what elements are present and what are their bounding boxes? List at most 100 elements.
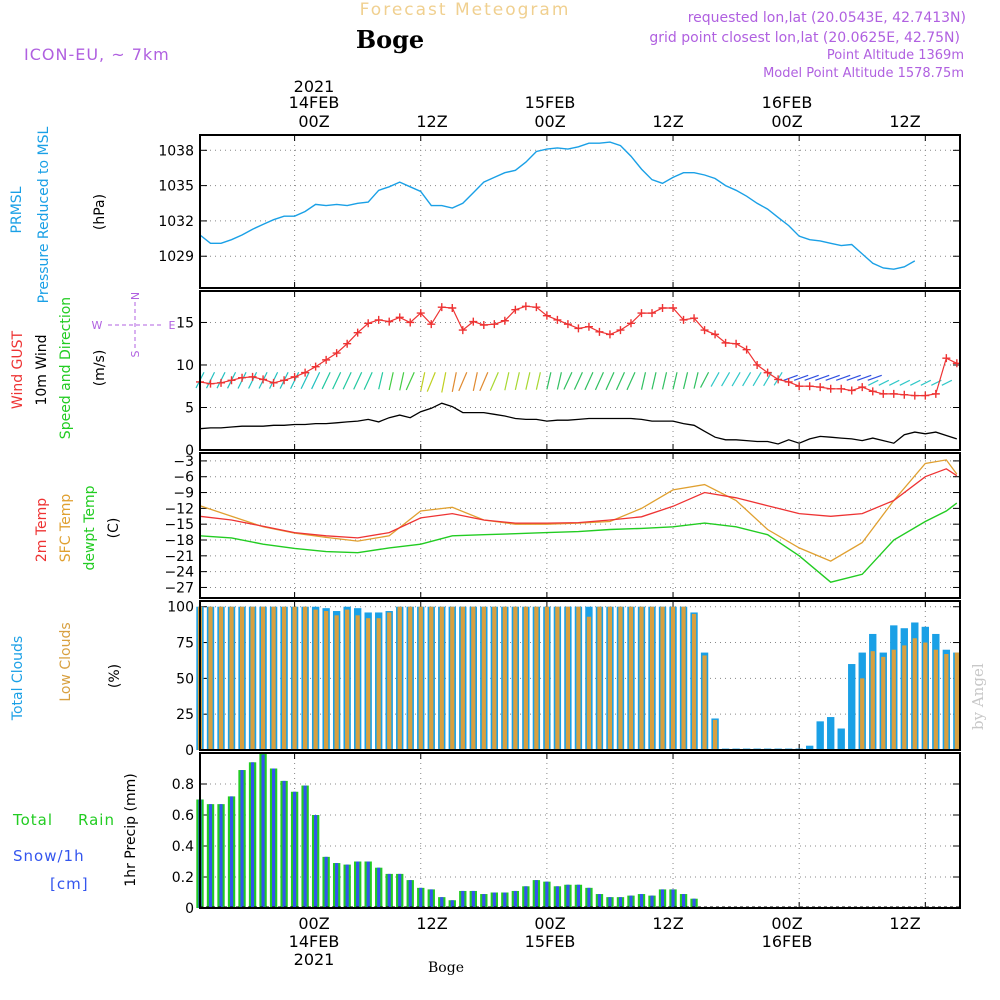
panel-frame xyxy=(199,452,961,599)
compass-n: N xyxy=(129,292,142,300)
p5-label-unit: 1hr Precip (mm) xyxy=(123,773,139,886)
top-hour-6: 12Z xyxy=(889,112,920,131)
top-day-1: 14FEB xyxy=(289,93,340,112)
panel-1: 1029 1032 1035 1038 xyxy=(158,135,960,288)
low-clouds-bar xyxy=(670,606,676,750)
gust-marker xyxy=(763,368,772,377)
wind-direction-arrow xyxy=(804,374,819,381)
gust-marker xyxy=(227,376,236,385)
low-clouds-bar xyxy=(586,616,592,750)
snow-bar xyxy=(240,770,244,908)
low-clouds-bar xyxy=(471,606,476,750)
gust-marker xyxy=(774,375,783,384)
gust-marker xyxy=(616,326,625,335)
snow-bar xyxy=(618,897,623,908)
snow-bar xyxy=(608,897,612,908)
wind-direction-arrow xyxy=(941,379,953,386)
snow-bar xyxy=(229,796,234,908)
gust-marker xyxy=(669,304,678,313)
panels: 1029 1032 1035 1038 0 5 10 15 −3−6−9−12−15−18−21… xyxy=(158,135,961,917)
point-altitude: Point Altitude 1369m xyxy=(827,48,964,63)
gust-marker xyxy=(784,377,793,386)
low-clouds-bar xyxy=(260,606,266,750)
top-hour-3: 00Z xyxy=(534,112,565,131)
wind-direction-arrow xyxy=(867,379,879,386)
wind-direction-arrow xyxy=(640,372,647,390)
gust-marker xyxy=(658,304,667,313)
low-clouds-bar xyxy=(702,655,707,750)
gust-marker xyxy=(574,324,583,333)
gust-marker xyxy=(805,382,814,391)
y-tick-label: 0.6 xyxy=(172,808,194,824)
gust-marker xyxy=(921,391,930,400)
low-clouds-bar xyxy=(460,606,465,750)
snow-bar xyxy=(314,815,318,908)
wind-direction-arrow xyxy=(651,372,657,390)
sfc-temp-line xyxy=(199,459,958,562)
wind-direction-arrow xyxy=(353,372,363,390)
y-tick-label: −6 xyxy=(173,470,194,486)
y-tick-label: −18 xyxy=(164,533,194,549)
y-tick-label: −12 xyxy=(164,501,194,517)
wind-direction-arrow xyxy=(672,372,678,390)
gust-marker xyxy=(742,345,751,354)
snow-bar xyxy=(377,867,381,908)
model-label: ICON-EU, ~ 7km xyxy=(24,45,170,64)
low-clouds-bar xyxy=(649,606,655,750)
snow-bar xyxy=(576,884,580,908)
low-clouds-bar xyxy=(576,606,581,750)
top-hour-1: 00Z xyxy=(298,112,329,131)
gust-marker xyxy=(532,303,541,312)
y-tick-label: −9 xyxy=(173,486,194,502)
wind-direction-arrow xyxy=(441,372,447,393)
snow-bar xyxy=(250,762,255,908)
y-tick-label: 1038 xyxy=(158,143,194,159)
wind-direction-arrow xyxy=(700,372,710,388)
model-altitude: Model Point Altitude 1578.75m xyxy=(763,66,964,81)
top-year: 2021 xyxy=(294,77,335,96)
gust-marker xyxy=(280,376,289,385)
p3-label-temp: 2m Temp xyxy=(34,498,50,562)
snow-bar xyxy=(366,861,370,908)
low-clouds-bar xyxy=(954,652,959,750)
low-clouds-bar xyxy=(597,606,602,750)
gust-marker xyxy=(563,320,572,329)
wind-direction-arrow xyxy=(742,371,752,387)
gust-marker xyxy=(816,383,825,392)
wind-direction-arrow xyxy=(405,372,415,391)
top-day-2: 15FEB xyxy=(525,93,576,112)
wind-direction-arrow xyxy=(710,371,720,387)
low-clouds-bar xyxy=(271,606,276,750)
gust-marker xyxy=(837,384,846,393)
gust-marker xyxy=(238,373,247,382)
gust-marker xyxy=(269,378,278,387)
gust-marker xyxy=(690,314,699,323)
snow-bar xyxy=(398,873,402,908)
snow-bar xyxy=(587,887,591,908)
pressure-line xyxy=(199,141,916,270)
low-clouds-bar xyxy=(408,606,413,750)
wind-direction-arrow xyxy=(594,372,604,391)
y-tick-label: 0 xyxy=(185,743,194,759)
low-clouds-bar xyxy=(345,609,350,750)
gust-marker xyxy=(469,317,478,326)
y-tick-label: −15 xyxy=(164,517,194,533)
gust-marker xyxy=(416,309,425,318)
snow-bar xyxy=(492,892,496,908)
gust-marker xyxy=(648,309,657,318)
gust-marker xyxy=(311,362,320,371)
gust-marker xyxy=(595,327,604,336)
wind-direction-arrow xyxy=(910,379,921,386)
wind-speed-line xyxy=(199,402,958,445)
wind-direction-arrow xyxy=(878,379,890,386)
p4-label-total: Total Clouds xyxy=(10,636,26,721)
snow-bar xyxy=(303,785,307,908)
low-clouds-bar xyxy=(513,606,518,750)
panel-5: 0 0.2 0.4 0.6 0.8 xyxy=(172,753,960,917)
low-clouds-bar xyxy=(250,606,255,750)
p3-label-dewpt: dewpt Temp xyxy=(82,485,98,570)
y-tick-label: −21 xyxy=(164,549,194,565)
wind-direction-arrow xyxy=(363,372,373,390)
y-tick-label: 1029 xyxy=(158,249,194,265)
wind-direction-arrow xyxy=(420,372,426,392)
